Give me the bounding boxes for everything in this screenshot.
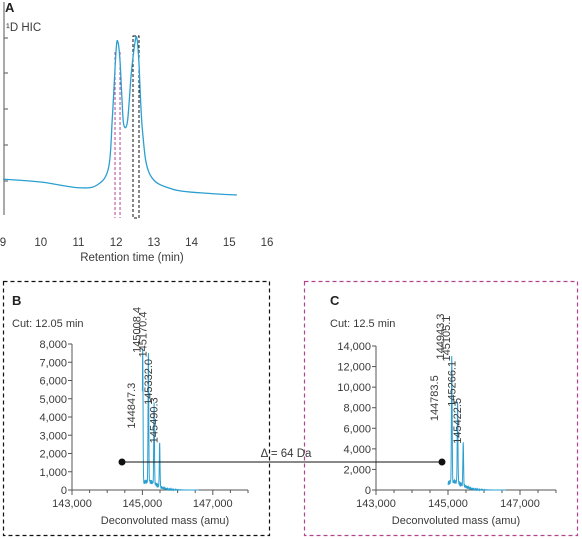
peak-label: 144783.5 [429,375,441,421]
y-tick-label: 4,000 [39,412,67,424]
x-tick-label: 11 [72,237,84,249]
x-tick-label: 145,000 [123,498,163,510]
peak-label: 145105.1 [441,316,453,362]
x-tick-label: 15 [223,237,236,249]
x-tick-label: 16 [261,237,274,249]
panel-a-title: ¹D HIC [6,22,41,34]
peak-label: 145490.3 [149,397,161,443]
panel-a-xlabel: Retention time (min) [80,252,184,264]
panel-b-frame [2,280,271,537]
peak-label: 145422.5 [452,398,464,444]
y-tick-label: 8,000 [343,403,371,415]
y-tick-label: 10,000 [337,382,371,394]
panel-b-xlabel: Deconvoluted mass (amu) [101,515,229,527]
panel-b-label: B [12,293,21,308]
x-tick-label: 143,000 [52,498,92,510]
delta-point-c [438,458,446,466]
spectrum-trace [447,356,506,492]
mass-spectrum-b: 0 1,000 2,000 3,000 4,000 5,000 6,000 7,000 8,00… [39,307,249,510]
y-tick-label: 5,000 [39,394,67,406]
x-tick-label: 12 [110,237,123,249]
peak-label: 144847.3 [126,383,138,429]
x-tick-label: 147,000 [193,498,233,510]
x-tick-label: 145,000 [428,498,468,510]
y-tick-label: 4,000 [343,444,371,456]
mass-spectrum-c: 0 2,000 4,000 6,000 8,000 10,000 12,000 14,000 1… [337,314,557,510]
panel-c-xlabel: Deconvoluted mass (amu) [392,515,520,527]
x-tick-label: 10 [34,237,47,249]
panel-a-label: A [5,0,15,15]
x-tick-label: 143,000 [356,498,396,510]
y-tick-label: 2,000 [343,464,371,476]
y-tick-label: 2,000 [39,449,67,461]
panel-b-subtitle: Cut: 12.05 min [12,318,84,330]
chromatogram-trace [2,35,237,196]
x-tick-label: 9 [0,237,6,249]
peak-label: 145008.4 [132,307,144,353]
panel-c-label: C [330,293,340,308]
delta-point-b [118,458,126,466]
hic-chromatogram: 9 10 11 12 13 14 15 16 [0,2,273,249]
y-tick-label: 12,000 [337,362,371,374]
spectrum-trace [141,348,199,492]
panel-c-frame [303,280,579,537]
delta-label: Δ = 64 Da [261,448,312,460]
peak-label: 144943.3 [435,314,447,360]
y-tick-label: 7,000 [39,357,67,369]
peak-label: 145266.1 [447,361,459,407]
y-tick-label: 14,000 [337,341,371,353]
y-tick-label: 8,000 [39,339,67,351]
x-tick-label: 147,000 [500,498,540,510]
panel-c-subtitle: Cut: 12.5 min [330,318,395,330]
y-tick-label: 0 [61,485,67,497]
y-tick-label: 1,000 [39,467,67,479]
y-tick-label: 0 [365,485,371,497]
cut-marker-12-5 [132,35,140,219]
x-tick-label: 13 [147,237,160,249]
y-tick-label: 3,000 [39,430,67,442]
y-tick-label: 6,000 [343,423,371,435]
x-tick-label: 14 [185,237,198,249]
peak-label: 145170.4 [137,312,149,358]
peak-label: 145332.0 [143,359,155,405]
y-tick-label: 6,000 [39,376,67,388]
